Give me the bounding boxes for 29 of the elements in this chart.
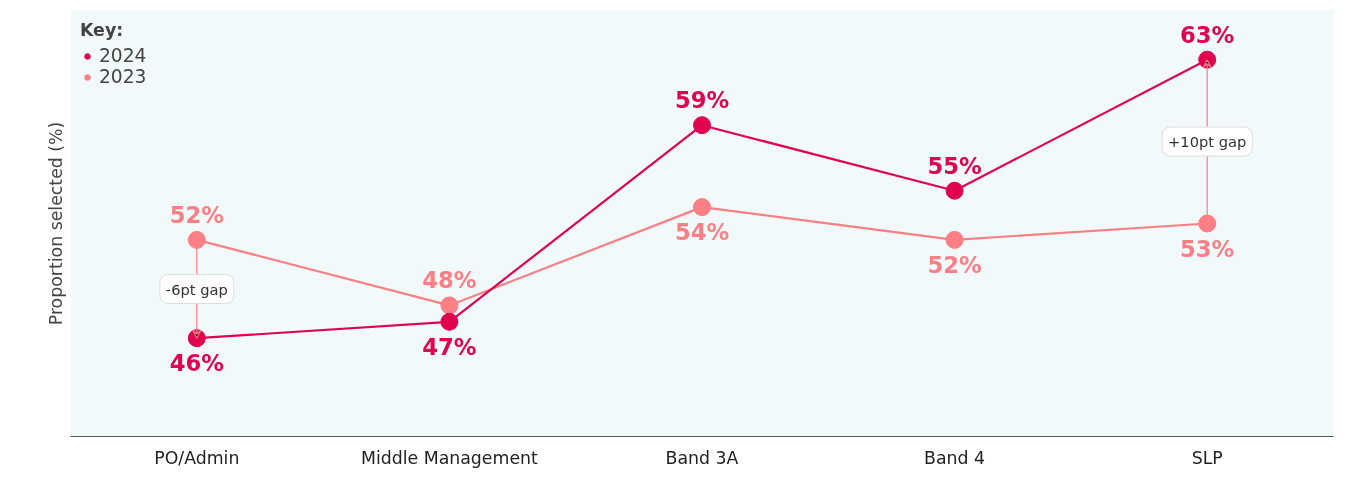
data-label: 46% [169,350,224,377]
x-tick-label: PO/Admin [154,447,240,468]
point [945,230,964,249]
data-label: 59% [674,87,730,114]
point [440,312,459,331]
legend-title: Key: [80,20,125,40]
point [945,181,964,200]
annotation: -6pt gap [165,280,228,298]
data-label: 53% [1180,235,1235,262]
point [693,116,711,135]
data-label: 54% [674,219,730,246]
x-tick-label: SLP [1191,447,1223,468]
data-label: 47% [422,333,477,360]
point [1198,214,1217,233]
data-label: 63% [1180,21,1235,48]
legend-label: 2024 [99,45,147,66]
x-tick-label: Band 4 [924,447,986,468]
data-label: 52% [927,251,982,278]
data-label: 48% [422,267,477,294]
point [187,230,206,249]
x-tick-label: Middle Management [360,447,539,468]
annotation: +10pt gap [1168,133,1247,151]
point [693,198,711,217]
point [440,296,459,315]
data-label: 55% [927,152,982,179]
data-label: 52% [169,201,224,228]
y-axis-title: Proportion selected (%) [45,121,66,326]
x-tick-label: Band 3A [665,447,739,468]
legend-label: 2023 [99,66,147,87]
